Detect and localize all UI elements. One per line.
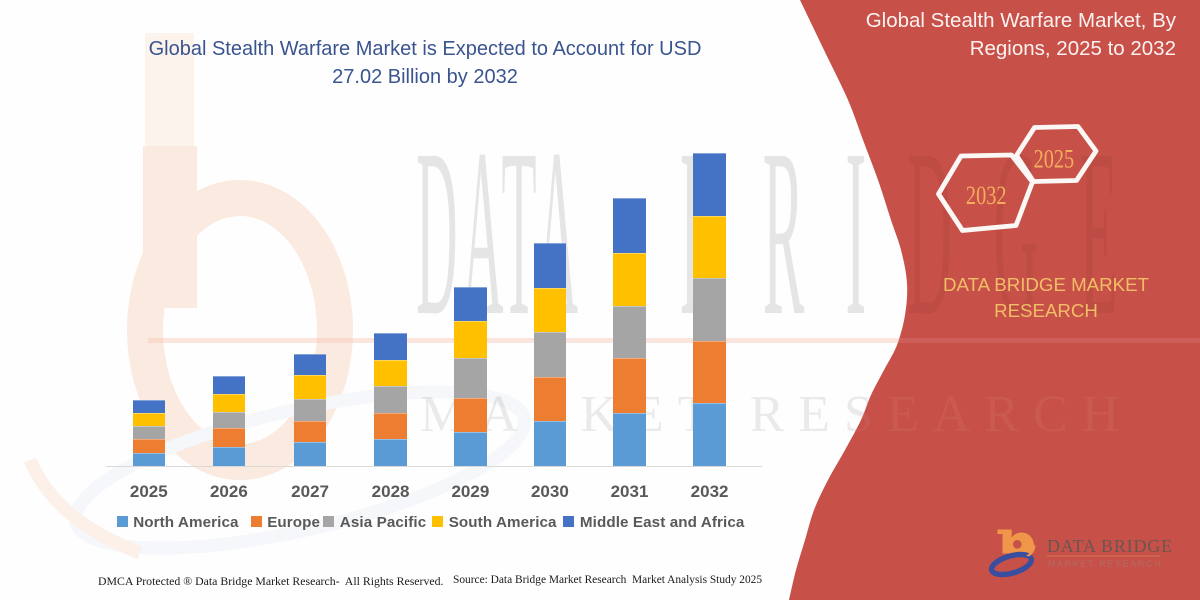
svg-text:2025: 2025: [1034, 145, 1075, 174]
svg-text:MARKET RESEARCH: MARKET RESEARCH: [1048, 559, 1162, 569]
svg-text:DATA BRIDGE: DATA BRIDGE: [1047, 536, 1173, 556]
svg-text:2032: 2032: [966, 182, 1007, 211]
